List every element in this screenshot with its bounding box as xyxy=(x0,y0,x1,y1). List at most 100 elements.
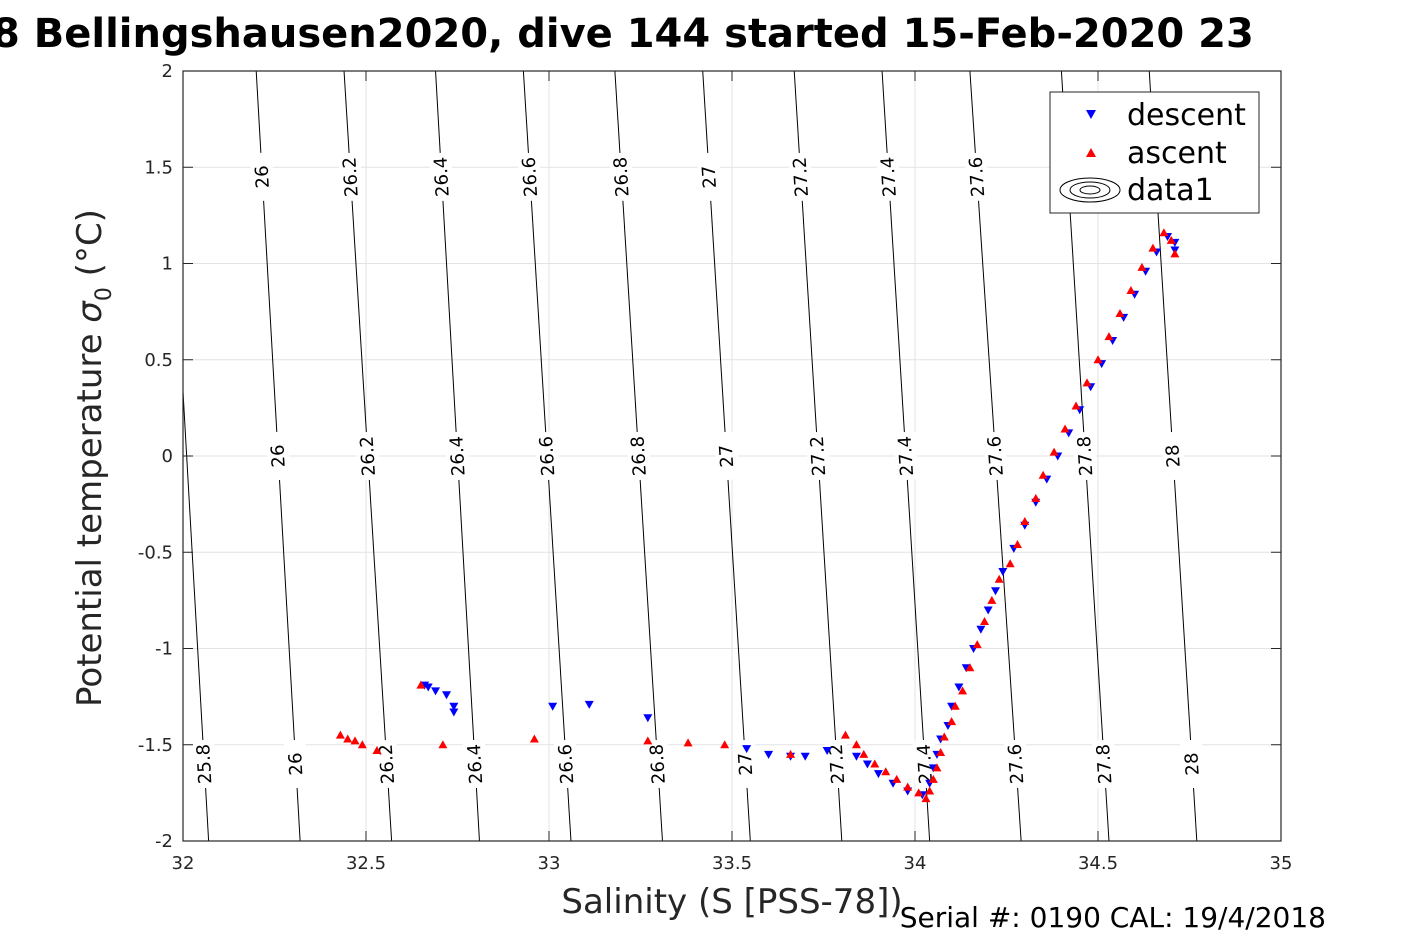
contour-label-bg xyxy=(445,431,470,481)
x-tick-label: 32.5 xyxy=(346,853,386,874)
contour-label-bg xyxy=(517,152,543,202)
contour-label: 27.2 xyxy=(826,743,849,784)
x-axis-label: Salinity (S [PSS-78]) xyxy=(561,882,902,922)
x-tick-label: 34 xyxy=(904,853,927,874)
contour-label: 27.2 xyxy=(790,156,813,197)
descent-point xyxy=(954,683,964,692)
descent-point xyxy=(584,700,594,709)
legend-descent-marker xyxy=(1086,110,1096,119)
descent-point xyxy=(548,702,558,711)
descent-point xyxy=(643,714,653,723)
contour-label-bg xyxy=(374,739,400,789)
contour-label: 26 xyxy=(268,444,290,468)
ascent-point xyxy=(994,574,1004,583)
ascent-point xyxy=(372,746,382,755)
descent-point xyxy=(991,587,1001,596)
ascent-point xyxy=(1049,447,1059,456)
contour-label-bg xyxy=(608,152,634,202)
legend-ascent-label: ascent xyxy=(1127,136,1227,171)
ascent-point xyxy=(932,763,942,772)
contour-label-bg xyxy=(534,431,560,481)
contour-label: 26.4 xyxy=(464,743,487,784)
ascent-point xyxy=(1071,401,1081,410)
contour-label-bg xyxy=(964,152,990,202)
y-tick-label: -2 xyxy=(155,831,173,852)
descent-point xyxy=(442,691,452,700)
ascent-point xyxy=(925,786,935,795)
descent-point xyxy=(983,606,993,615)
contour-label: 27.8 xyxy=(1093,743,1116,784)
contour-label: 26.6 xyxy=(536,435,559,476)
contour-label-bg xyxy=(249,152,275,202)
ascent-point xyxy=(950,701,960,710)
contour-label-bg xyxy=(876,152,902,202)
ascent-point xyxy=(1159,228,1169,237)
contour-label-bg xyxy=(626,431,652,481)
contour-label-bg xyxy=(191,739,217,789)
descent-point xyxy=(764,750,774,759)
contour-label-bg xyxy=(553,739,579,789)
contour-label-bg xyxy=(805,431,831,481)
y-axis-ticks: -2 -1.5 -1 -0.5 0 0.5 1 1.5 2 xyxy=(138,61,1281,852)
ascent-point xyxy=(921,794,931,803)
ascent-point xyxy=(529,734,539,743)
serial-calibration-note: Serial #: 0190 CAL: 19/4/2018 xyxy=(900,901,1326,934)
contour-label: 26 xyxy=(252,165,274,189)
y-tick-label: 0 xyxy=(162,446,173,467)
contour-label: 27.4 xyxy=(914,743,937,784)
ascent-point xyxy=(683,738,693,747)
contour-label: 26.2 xyxy=(339,156,362,197)
legend: descent ascent data1 xyxy=(1049,91,1260,214)
ascent-point xyxy=(1170,249,1180,258)
legend-descent-label: descent xyxy=(1127,98,1246,133)
contour-label: 27.6 xyxy=(966,156,990,197)
ascent-point xyxy=(1038,470,1048,479)
contour-labels: 25.8 26 26 26 26.2 26.2 26.2 26.4 26.4 26.4 26.6 26… xyxy=(191,152,1205,789)
ascent-point xyxy=(357,740,367,749)
contour-label: 27 xyxy=(735,752,757,776)
contour-label-bg xyxy=(893,431,919,481)
data-series xyxy=(335,228,1180,803)
ascent-point xyxy=(870,759,880,768)
contour-label: 27 xyxy=(716,444,738,468)
descent-point xyxy=(822,747,832,756)
contour-label-bg xyxy=(462,739,488,789)
ascent-point xyxy=(786,749,796,758)
ascent-point xyxy=(965,663,975,672)
y-tick-label: -1.5 xyxy=(138,735,173,756)
ascent-point xyxy=(851,740,861,749)
contour-label: 25.8 xyxy=(193,743,216,784)
contour-label-bg xyxy=(824,739,850,789)
legend-data1-label: data1 xyxy=(1127,173,1214,208)
ascent-point xyxy=(987,595,997,604)
ascent-point xyxy=(914,788,924,797)
y-tick-label: 2 xyxy=(162,61,173,82)
x-tick-label: 32 xyxy=(172,853,195,874)
contour-label-bg xyxy=(645,739,671,789)
ascent-point xyxy=(350,736,360,745)
ascent-point xyxy=(720,740,730,749)
ascent-point xyxy=(1005,559,1015,568)
ascent-point xyxy=(1093,355,1103,364)
descent-point xyxy=(449,708,459,717)
contour-label: 26.8 xyxy=(610,156,633,197)
descent-point xyxy=(976,625,986,634)
descent-point xyxy=(449,702,459,711)
y-tick-label: 1.5 xyxy=(144,157,173,178)
ascent-point xyxy=(343,734,353,743)
x-tick-label: 34.5 xyxy=(1078,853,1118,874)
ascent-point xyxy=(947,717,957,726)
contour-label: 26.2 xyxy=(376,743,399,784)
contour-label: 27.4 xyxy=(895,435,918,476)
contour-label-bg xyxy=(283,739,309,789)
descent-point xyxy=(873,770,883,779)
descent-point xyxy=(851,752,861,761)
ascent-point xyxy=(1148,243,1158,252)
x-axis-ticks: 32 32.5 33 33.5 34 34.5 35 xyxy=(172,71,1292,874)
contour-label: 28 xyxy=(1181,752,1203,776)
contour-label: 27.6 xyxy=(1005,743,1029,784)
contour-label: 27.4 xyxy=(877,156,900,197)
contour-label: 26 xyxy=(285,752,307,776)
ascent-point xyxy=(972,640,982,649)
